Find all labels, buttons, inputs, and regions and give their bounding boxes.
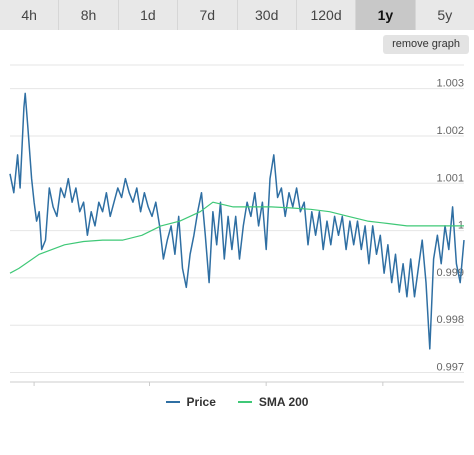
legend-item-sma[interactable]: SMA 200 (237, 395, 309, 409)
y-tick-label: 1.002 (436, 125, 464, 137)
y-tick-label: 0.998 (436, 314, 464, 326)
legend: Price SMA 200 (0, 392, 474, 412)
tab-1y[interactable]: 1y (356, 0, 416, 30)
y-tick-label: 1.001 (436, 172, 464, 184)
price-series-line (9, 92, 465, 350)
range-tab-bar: 4h 8h 1d 7d 30d 120d 1y 5y (0, 0, 474, 30)
remove-graph-button[interactable]: remove graph (383, 35, 469, 54)
y-tick-label: 0.999 (436, 267, 464, 279)
legend-label-sma: SMA 200 (258, 395, 309, 409)
legend-item-price[interactable]: Price (165, 395, 216, 409)
tab-4h[interactable]: 4h (0, 0, 60, 30)
x-tick-label: Jan '26 (365, 389, 400, 390)
tab-30d[interactable]: 30d (237, 0, 297, 30)
tab-7d[interactable]: 7d (178, 0, 238, 30)
tab-120d[interactable]: 120d (296, 0, 357, 30)
tab-8h[interactable]: 8h (59, 0, 119, 30)
sma-200-series-line (9, 201, 464, 274)
tab-1d[interactable]: 1d (118, 0, 179, 30)
legend-label-price: Price (186, 395, 216, 409)
y-tick-label: 0.997 (436, 362, 464, 374)
x-tick-label: Jul '25 (134, 389, 165, 390)
y-tick-label: 1.003 (436, 78, 464, 90)
tab-5y[interactable]: 5y (415, 0, 474, 30)
legend-swatch-sma (237, 401, 252, 403)
x-tick-label: Oct '25 (249, 389, 284, 390)
legend-swatch-price (165, 401, 180, 403)
x-tick-label: Apr '25 (17, 389, 52, 390)
